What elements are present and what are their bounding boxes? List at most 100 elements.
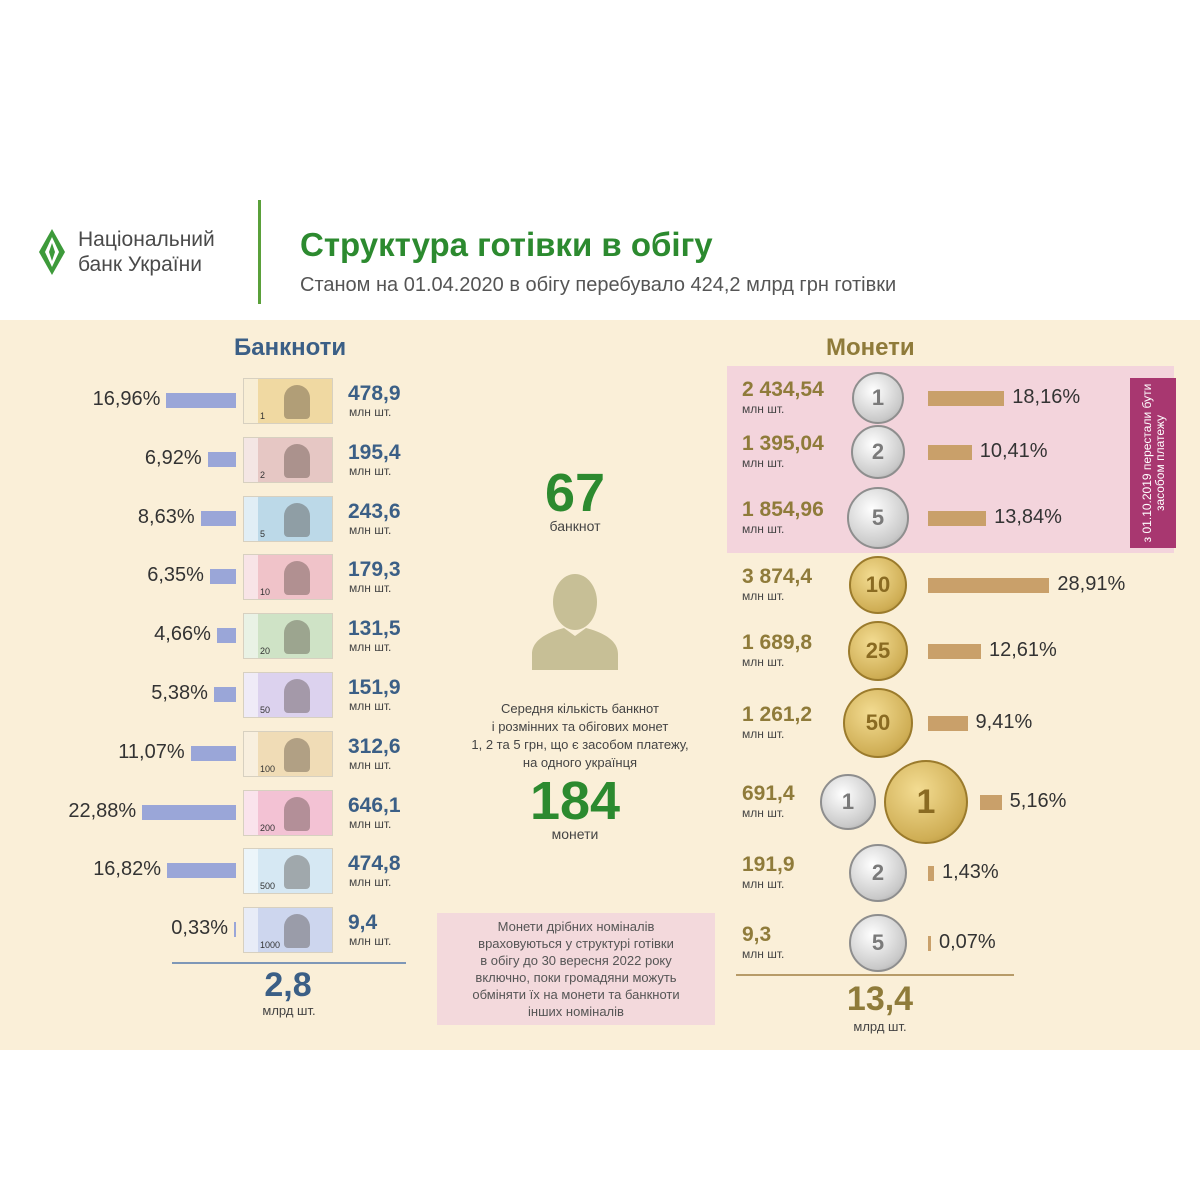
banknote-percent-label: 16,96%: [92, 388, 161, 410]
banknote-bar: [166, 393, 236, 408]
banknote-count: 474,8: [348, 852, 401, 876]
coin-count-unit: млн шт.: [742, 806, 785, 820]
banknote-percent-label: 6,35%: [147, 564, 204, 587]
coin-count: 2 434,54: [742, 378, 824, 401]
coin-count-unit: млн шт.: [742, 655, 785, 669]
coins-title: Монети: [826, 334, 915, 361]
banknote-strip: [244, 849, 258, 894]
banknote-denomination: 2: [260, 469, 266, 480]
coin-count: 1 689,8: [742, 631, 813, 654]
banknote-portrait: [284, 914, 310, 949]
banknote-percent-label: 16,82%: [93, 858, 162, 881]
banknote-denomination: 100: [260, 763, 276, 774]
banknote-percent-label: 6,92%: [144, 446, 202, 469]
logo-text-line1: Національний: [78, 228, 215, 251]
coin-count: 1 261,2: [742, 703, 813, 726]
banknote-percent-label: 4,66%: [154, 623, 211, 646]
coin-bar: [928, 866, 934, 881]
coin-percent-label: 0,07%: [939, 931, 996, 953]
nbu-logo-icon: [39, 229, 65, 275]
banknote-percent-label: 0,33%: [171, 917, 228, 940]
note-line: враховуються у структурі готівки: [478, 936, 674, 951]
banknote-strip: [244, 437, 258, 482]
banknote-count-unit: млн шт.: [349, 934, 392, 949]
gold-coin-icon: 10: [849, 556, 907, 614]
note-line: інших номіналів: [528, 1004, 624, 1019]
banknote-strip: [244, 555, 258, 600]
banknote-image: 1: [243, 378, 333, 424]
banknote-strip: [244, 496, 258, 541]
center-description-line: і розмінних та обігових монет: [491, 719, 669, 734]
coin-percent-label: 13,84%: [994, 506, 1062, 528]
banknote-percent-label: 22,88%: [68, 799, 137, 822]
small-coins-note: Монети дрібних номіналів враховуються у …: [437, 913, 715, 1025]
banknote-bar: [200, 510, 236, 526]
gold-coin-icon: 25: [848, 621, 908, 681]
banknote-denomination: 5: [260, 528, 266, 539]
banknote-portrait: [284, 679, 310, 713]
banknote-strip: [244, 614, 258, 659]
coin-percent-label: 18,16%: [1012, 386, 1081, 408]
banknote-count: 9,4: [348, 911, 378, 935]
banknote-image: 20: [243, 613, 333, 660]
banknote-portrait: [284, 502, 310, 537]
banknote-bar: [207, 451, 236, 467]
coin-bar: [980, 795, 1002, 810]
banknote-strip: [244, 790, 258, 835]
gold-coin-icon: 50: [843, 688, 913, 758]
coin-count-unit: млн шт.: [742, 877, 785, 891]
silver-coin-icon: 1: [820, 774, 876, 830]
banknote-denomination: 200: [260, 822, 276, 833]
coin-count-unit: млн шт.: [742, 402, 785, 416]
coins-total-unit: млрд шт.: [853, 1019, 907, 1034]
banknote-bar: [167, 863, 236, 879]
banknotes-title: Банкноти: [234, 334, 347, 361]
banknote-bar: [234, 922, 236, 938]
center-description-line: 1, 2 та 5 грн, що є засобом платежу,: [471, 737, 689, 752]
note-line: Монети дрібних номіналів: [497, 919, 655, 934]
banknote-count: 195,4: [348, 440, 401, 464]
banknote-strip: [244, 731, 258, 776]
banknote-bar: [216, 628, 236, 644]
banknote-bar: [213, 687, 236, 702]
banknote-count-unit: млн шт.: [349, 463, 392, 478]
banknote-count: 312,6: [348, 734, 401, 758]
note-line: обміняти їх на монети та банкноти: [472, 987, 680, 1002]
silver-coin-icon: 1: [852, 372, 904, 424]
coin-count: 9,3: [742, 923, 772, 946]
banknote-image: 10: [243, 554, 333, 601]
coin-count-unit: млн шт.: [742, 947, 785, 961]
silver-coin-icon: 2: [851, 425, 905, 479]
banknote-count: 646,1: [348, 793, 401, 817]
banknote-image: 1000: [243, 907, 333, 954]
banknotes-total-unit: млрд шт.: [262, 1003, 316, 1018]
note-line: включно, поки громадяни можуть: [475, 970, 677, 985]
banknote-count: 151,9: [348, 676, 401, 699]
banknote-percent-label: 8,63%: [137, 505, 195, 528]
header-divider: [258, 200, 261, 304]
banknote-count-unit: млн шт.: [349, 522, 392, 537]
banknote-strip: [244, 379, 258, 423]
banknote-count-unit: млн шт.: [349, 757, 392, 772]
coin-count-unit: млн шт.: [742, 456, 785, 470]
silver-coin-icon: 5: [847, 487, 909, 549]
banknote-count: 131,5: [348, 617, 401, 641]
coin-bar: [928, 445, 972, 460]
banknote-strip: [244, 908, 258, 953]
banknote-count: 179,3: [348, 558, 401, 582]
banknote-image: 2: [243, 436, 333, 483]
banknote-denomination: 500: [260, 881, 276, 892]
banknote-portrait: [284, 443, 310, 478]
banknote-portrait: [284, 620, 310, 655]
note-line: в обігу до 30 вересня 2022 року: [480, 953, 672, 968]
banknote-count-unit: млн шт.: [349, 875, 392, 890]
banknote-denomination: 50: [260, 705, 271, 715]
banknote-bar: [190, 745, 236, 761]
center-description-line: Середня кількість банкнот: [501, 701, 659, 716]
banknote-image: 500: [243, 848, 333, 895]
coin-bar: [928, 578, 1050, 593]
banknotes-per-person-unit: банкнот: [549, 518, 601, 534]
banknote-count-unit: млн шт.: [349, 640, 392, 655]
coin-percent-label: 1,43%: [942, 861, 999, 883]
center-description: Середня кількість банкнот і розмінних та…: [420, 700, 740, 772]
